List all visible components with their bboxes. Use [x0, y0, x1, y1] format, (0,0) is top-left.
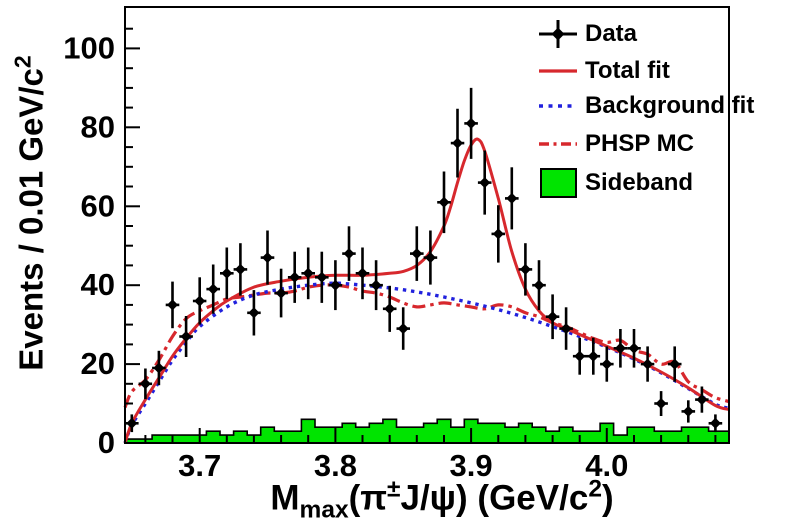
data-point-marker	[180, 331, 192, 342]
data-point-marker	[262, 252, 273, 264]
data-point-marker	[424, 252, 436, 264]
y-tick-label: 60	[81, 188, 115, 223]
legend-label-sideband: Sideband	[585, 169, 694, 196]
data-point-marker	[194, 295, 206, 307]
data-point-marker	[655, 398, 667, 409]
data-point-marker	[397, 323, 409, 335]
data-point-marker	[329, 279, 341, 291]
x-axis-label: Mmax(π±J/ψ) (GeV/c2)	[270, 475, 614, 524]
data-point-marker	[357, 267, 368, 279]
data-point-marker	[221, 267, 233, 279]
legend-data-marker-icon	[551, 27, 565, 41]
data-point-marker	[560, 323, 572, 335]
data-point-marker	[302, 267, 314, 279]
legend-label-phsp-mc: PHSP MC	[585, 130, 694, 157]
data-point-marker	[547, 311, 559, 323]
data-point-marker	[465, 117, 477, 129]
data-point-marker	[669, 358, 681, 370]
data-point-marker	[167, 299, 178, 311]
data-point-marker	[275, 287, 287, 299]
legend-label-total-fit: Total fit	[585, 57, 670, 84]
y-tick-label: 80	[81, 109, 115, 144]
legend-label-background-fit: Background fit	[585, 92, 755, 119]
data-point-marker	[411, 248, 423, 260]
data-point-marker	[696, 394, 708, 406]
data-point-marker	[438, 196, 450, 208]
data-point-marker	[289, 271, 301, 283]
x-tick-label: 3.7	[178, 448, 221, 483]
legend-sideband-box-icon	[540, 168, 577, 198]
y-axis-label: Events / 0.01 GeV/c2	[10, 55, 51, 371]
y-axis-label-text: Events / 0.01 GeV/c	[12, 68, 50, 371]
data-point-marker	[207, 283, 219, 295]
y-tick-label: 40	[81, 267, 115, 302]
data-point-marker	[452, 137, 463, 149]
data-point-marker	[384, 303, 396, 315]
data-point-marker	[587, 350, 599, 362]
y-tick-label: 100	[63, 30, 115, 65]
data-point-marker	[248, 307, 260, 319]
data-point-marker	[370, 279, 382, 291]
x-tick-label: 4.0	[585, 448, 628, 483]
data-point-marker	[709, 417, 721, 429]
data-point-marker	[139, 378, 151, 390]
data-point-marker	[153, 362, 165, 374]
x-tick-label: 3.9	[450, 448, 493, 483]
data-point-marker	[601, 358, 613, 370]
legend-label-data: Data	[585, 20, 638, 47]
data-point-marker	[234, 263, 246, 275]
y-tick-label: 20	[81, 346, 115, 381]
data-point-marker	[343, 248, 355, 260]
data-point-marker	[506, 192, 518, 204]
data-point-marker	[614, 342, 626, 354]
y-axis-label-sup: 2	[9, 55, 36, 69]
data-point-marker	[519, 263, 531, 275]
data-point-marker	[533, 279, 545, 291]
x-tick-label: 3.8	[314, 448, 357, 483]
data-point-marker	[574, 350, 586, 362]
y-tick-label: 0	[98, 425, 115, 460]
data-point-marker	[316, 271, 328, 283]
data-point-marker	[479, 177, 491, 189]
data-point-marker	[682, 405, 694, 417]
data-point-marker	[628, 342, 640, 354]
sideband-histogram	[124, 418, 730, 444]
data-point-marker	[642, 358, 654, 370]
data-point-marker	[492, 228, 504, 240]
phsp-mc-curve	[123, 283, 730, 409]
